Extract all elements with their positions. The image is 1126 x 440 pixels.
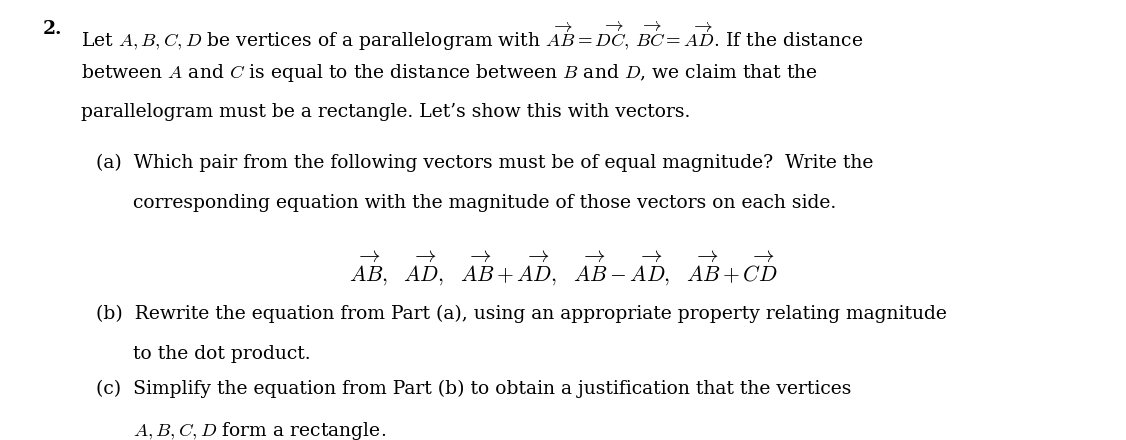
Text: (b)  Rewrite the equation from Part (a), using an appropriate property relating : (b) Rewrite the equation from Part (a), … — [96, 304, 947, 323]
Text: (a)  Which pair from the following vectors must be of equal magnitude?  Write th: (a) Which pair from the following vector… — [96, 154, 873, 172]
Text: $A, B, C, D$ form a rectangle.: $A, B, C, D$ form a rectangle. — [133, 420, 386, 440]
Text: corresponding equation with the magnitude of those vectors on each side.: corresponding equation with the magnitud… — [133, 194, 837, 213]
Text: 2.: 2. — [43, 20, 62, 38]
Text: to the dot product.: to the dot product. — [133, 345, 311, 363]
Text: Let $A, B, C, D$ be vertices of a parallelogram with $\overrightarrow{AB} = \ove: Let $A, B, C, D$ be vertices of a parall… — [81, 20, 864, 53]
Text: (c)  Simplify the equation from Part (b) to obtain a justification that the vert: (c) Simplify the equation from Part (b) … — [96, 379, 851, 397]
Text: parallelogram must be a rectangle. Let’s show this with vectors.: parallelogram must be a rectangle. Let’s… — [81, 103, 690, 121]
Text: between $A$ and $C$ is equal to the distance between $B$ and $D$, we claim that : between $A$ and $C$ is equal to the dist… — [81, 62, 819, 84]
Text: $\overrightarrow{AB},\ \ \overrightarrow{AD},\ \ \overrightarrow{AB}+\overrighta: $\overrightarrow{AB},\ \ \overrightarrow… — [349, 249, 777, 286]
